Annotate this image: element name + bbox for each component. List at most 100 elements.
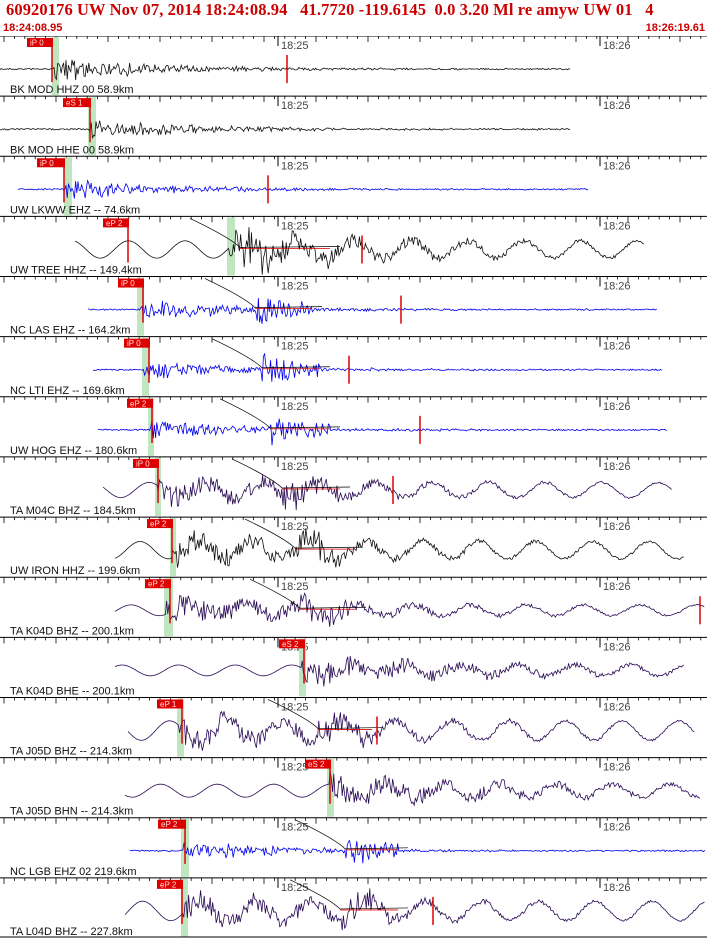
- minute-label: 18:25: [281, 40, 309, 52]
- phase-pick-flag[interactable]: [27, 38, 53, 47]
- minute-label: 18:25: [281, 882, 309, 894]
- minute-label: 18:25: [281, 341, 309, 353]
- phase-pick-label: eP 1: [160, 700, 177, 709]
- phase-pick-label: iP 0: [136, 459, 150, 468]
- station-label: TA K04D BHZ -- 200.1km: [10, 625, 134, 637]
- phase-pick-flag[interactable]: [158, 819, 186, 829]
- phase-pick-label: eS 2: [282, 640, 299, 649]
- minute-label: 18:26: [603, 701, 631, 713]
- station-label: NC LGB EHZ 02 219.6km: [10, 866, 137, 878]
- trace-panel[interactable]: 18:25 18:26 eS 2 TA J05D BHN -- 214.3km: [0, 757, 707, 818]
- station-label: NC LAS EHZ -- 164.2km: [10, 325, 130, 337]
- minute-label: 18:25: [281, 581, 309, 593]
- waveform: [92, 353, 663, 382]
- phase-pick-flag[interactable]: [145, 579, 171, 589]
- analysis-window: [170, 518, 176, 577]
- station-label: BK MOD HHZ 00 58.9km: [10, 84, 133, 96]
- trace-panel[interactable]: 18:25 18:26 eP 2 UW TREE HHZ -- 149.4km: [0, 215, 707, 277]
- phase-pick-label: eP 2: [160, 880, 177, 889]
- travel-time-curve: [294, 819, 409, 850]
- trace-panel[interactable]: 18:25 18:26 iP 0 NC LTI EHZ -- 169.6km: [0, 336, 707, 397]
- travel-time-curve: [267, 699, 383, 729]
- phase-pick-label: iP 0: [127, 339, 141, 348]
- station-label: TA M04C BHZ -- 184.5km: [10, 505, 136, 517]
- window-start-time: 18:24:08.95: [3, 22, 63, 34]
- waveform: [127, 710, 695, 751]
- phase-pick-label: eS 2: [308, 760, 325, 769]
- minute-label: 18:26: [603, 160, 631, 172]
- phase-pick-label: eP 2: [148, 580, 165, 589]
- station-label: TA J05D BHZ -- 214.3km: [10, 746, 132, 758]
- event-header: 60920176 UW Nov 07, 2014 18:24:08.94 41.…: [0, 0, 707, 36]
- trace-panel[interactable]: 18:25 18:26 iP 0 BK MOD HHZ 00 58.9km: [0, 36, 707, 96]
- phase-pick-flag[interactable]: [103, 218, 129, 228]
- trace-panel[interactable]: 18:25 18:26 eS 1 BK MOD HHE 00 58.9km: [0, 95, 707, 156]
- trace-panel[interactable]: 18:25 18:26 eP 1 TA J05D BHZ -- 214.3km: [0, 696, 707, 758]
- station-label: TA J05D BHN -- 214.3km: [10, 806, 133, 818]
- phase-pick-flag[interactable]: [127, 398, 153, 408]
- station-label: UW HOG EHZ -- 180.6km: [10, 445, 137, 457]
- travel-time-curve: [289, 879, 409, 910]
- minute-label: 18:25: [281, 762, 309, 774]
- minute-label: 18:26: [603, 762, 631, 774]
- station-label: TA K04D BHE -- 200.1km: [10, 685, 135, 697]
- analysis-window: [88, 97, 96, 156]
- minute-label: 18:26: [603, 641, 631, 653]
- phase-pick-flag[interactable]: [305, 759, 331, 769]
- phase-pick-flag[interactable]: [157, 699, 183, 709]
- minute-label: 18:25: [281, 160, 309, 172]
- minute-label: 18:25: [281, 100, 309, 112]
- phase-pick-flag[interactable]: [124, 338, 150, 348]
- phase-pick-flag[interactable]: [63, 98, 91, 108]
- waveform: [114, 528, 684, 568]
- waveform: [124, 888, 705, 931]
- trace-panel[interactable]: 18:25 18:26 eP 2 UW HOG EHZ -- 180.6km: [0, 396, 707, 457]
- travel-time-curve: [231, 458, 351, 489]
- trace-panel[interactable]: 18:25 18:26 iP 0 TA M04C BHZ -- 184.5km: [0, 456, 707, 517]
- phase-pick-flag[interactable]: [37, 158, 65, 168]
- minute-label: 18:26: [603, 100, 631, 112]
- phase-pick-label: iP 0: [30, 39, 44, 48]
- phase-pick-label: iP 0: [121, 279, 135, 288]
- phase-pick-flag[interactable]: [157, 879, 183, 889]
- minute-label: 18:25: [281, 521, 309, 533]
- minute-label: 18:25: [281, 822, 309, 834]
- minute-label: 18:25: [281, 281, 309, 293]
- minute-label: 18:26: [603, 341, 631, 353]
- phase-pick-label: eP 2: [106, 219, 123, 228]
- trace-panel[interactable]: 18:25 18:26 iP 0 UW LKWW EHZ -- 74.6km: [0, 155, 707, 216]
- minute-label: 18:26: [603, 281, 631, 293]
- station-label: UW TREE HHZ -- 149.4km: [10, 265, 142, 277]
- trace-panel[interactable]: 18:25 18:26 eP 2 TA K04D BHZ -- 200.1km: [0, 576, 707, 637]
- phase-pick-label: eP 2: [161, 820, 178, 829]
- trace-panel[interactable]: 18:25 18:26 eP 2 NC LGB EHZ 02 219.6km: [0, 817, 707, 878]
- minute-label: 18:26: [603, 822, 631, 834]
- window-end-time: 18:26:19.61: [645, 22, 705, 34]
- waveform: [102, 475, 672, 511]
- minute-label: 18:26: [603, 461, 631, 473]
- analysis-window: [52, 37, 59, 96]
- minute-label: 18:26: [603, 521, 631, 533]
- trace-panel[interactable]: 18:25 18:26 eP 2 TA L04D BHZ -- 227.8km: [0, 877, 707, 938]
- waveform: [114, 592, 705, 627]
- waveform: [97, 418, 668, 446]
- trace-panel[interactable]: 18:25 18:26 iP 0 NC LAS EHZ -- 164.2km: [0, 276, 707, 337]
- travel-time-curve: [244, 518, 364, 549]
- phase-pick-flag[interactable]: [279, 639, 305, 649]
- analysis-window: [227, 217, 235, 276]
- phase-pick-label: iP 0: [40, 159, 54, 168]
- station-label: NC LTI EHZ -- 169.6km: [10, 385, 125, 397]
- phase-pick-flag[interactable]: [118, 278, 144, 288]
- waveform: [124, 771, 701, 807]
- phase-pick-flag[interactable]: [147, 519, 173, 529]
- analysis-window: [137, 277, 144, 336]
- minute-label: 18:26: [603, 401, 631, 413]
- minute-label: 18:25: [281, 220, 309, 232]
- trace-panel[interactable]: 18:25 18:26 eP 2 UW IRON HHZ -- 199.6km: [0, 516, 707, 577]
- phase-pick-flag[interactable]: [133, 458, 159, 468]
- waveform: [74, 227, 644, 275]
- waveform: [114, 655, 685, 687]
- waveform: [0, 120, 571, 139]
